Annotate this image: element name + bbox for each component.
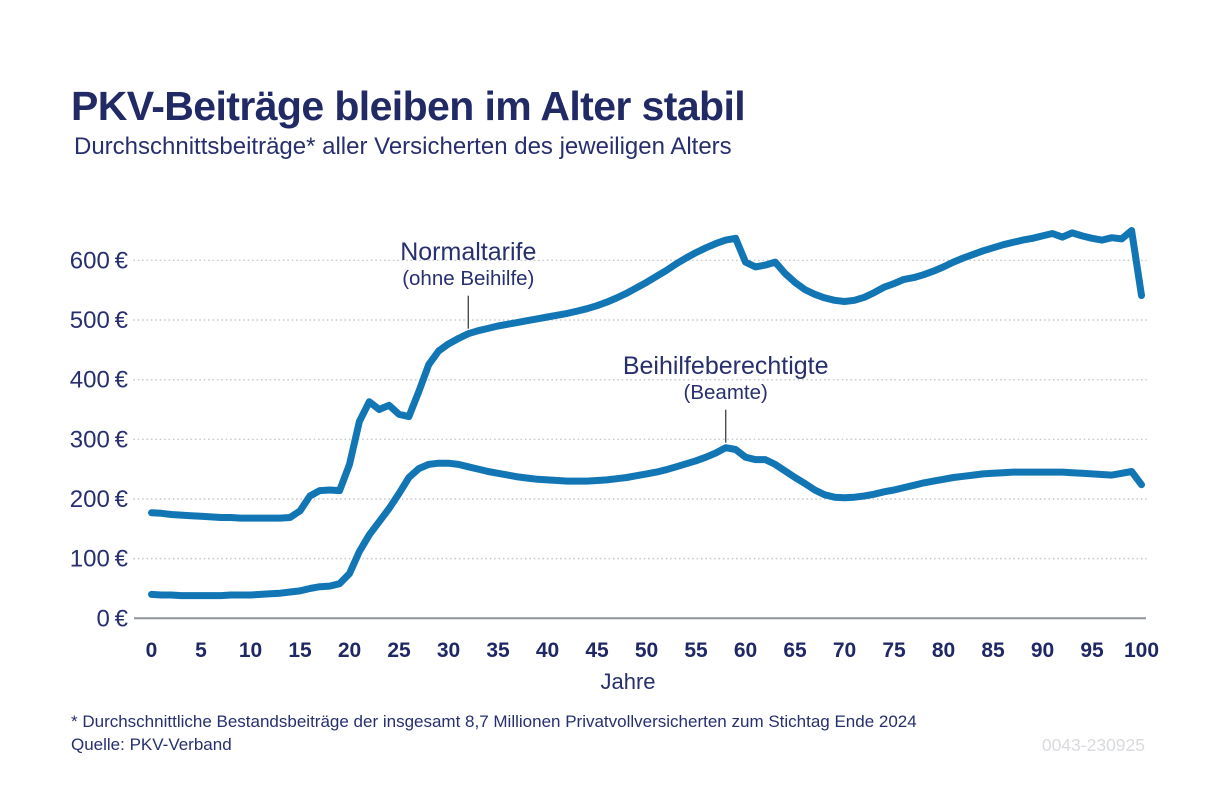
- document-code: 0043-230925: [1041, 735, 1145, 755]
- series-sublabel-normaltarife: (ohne Beihilfe): [402, 267, 535, 291]
- y-tick-label: 400 €: [70, 367, 129, 394]
- x-tick-label: 80: [932, 639, 955, 662]
- x-tick-label: 55: [684, 639, 708, 662]
- annotation-normaltarife: Normaltarife (ohne Beihilfe): [400, 238, 536, 292]
- x-axis-title: Jahre: [600, 669, 655, 694]
- series-label-normaltarife: Normaltarife: [400, 237, 537, 266]
- series-sublabel-beihilfeberechtigte: (Beamte): [683, 381, 768, 405]
- series-line-0: [148, 227, 1145, 522]
- y-tick-label: 200 €: [70, 486, 129, 513]
- x-tick-label: 0: [146, 639, 158, 662]
- x-tick-label: 70: [833, 639, 856, 662]
- page-title: PKV-Beiträge bleiben im Alter stabil: [71, 83, 746, 130]
- x-tick-label: 35: [486, 639, 510, 662]
- x-tick-label: 95: [1080, 639, 1104, 662]
- x-tick-label: 5: [195, 639, 207, 662]
- series-line-1: [148, 444, 1145, 600]
- x-tick-label: 40: [536, 639, 559, 662]
- x-tick-label: 45: [585, 639, 609, 662]
- x-tick-label: 10: [239, 639, 262, 662]
- annotation-beihilfeberechtigte: Beihilfeberechtigte (Beamte): [623, 352, 829, 406]
- x-tick-label: 20: [338, 639, 361, 662]
- x-tick-label: 15: [288, 639, 312, 662]
- x-tick-label: 65: [783, 639, 807, 662]
- x-tick-label: 25: [387, 639, 411, 662]
- x-tick-label: 50: [635, 639, 658, 662]
- x-tick-label: 60: [734, 639, 757, 662]
- x-tick-label: 85: [981, 639, 1005, 662]
- y-tick-label: 500 €: [70, 307, 129, 334]
- y-tick-label: 600 €: [70, 247, 129, 274]
- y-tick-label: 100 €: [70, 546, 129, 573]
- x-tick-label: 30: [437, 639, 460, 662]
- x-tick-label: 90: [1031, 639, 1054, 662]
- series-label-beihilfeberechtigte: Beihilfeberechtigte: [622, 351, 829, 380]
- page-subtitle: Durchschnittsbeiträge* aller Versicherte…: [74, 133, 732, 160]
- y-tick-label: 300 €: [70, 426, 129, 453]
- x-tick-label: 100: [1124, 639, 1159, 662]
- y-tick-label: 0 €: [97, 605, 129, 632]
- footnote-text: * Durchschnittliche Bestandsbeiträge der…: [71, 712, 917, 731]
- source-text: Quelle: PKV-Verband: [71, 735, 232, 754]
- x-tick-label: 75: [882, 639, 906, 662]
